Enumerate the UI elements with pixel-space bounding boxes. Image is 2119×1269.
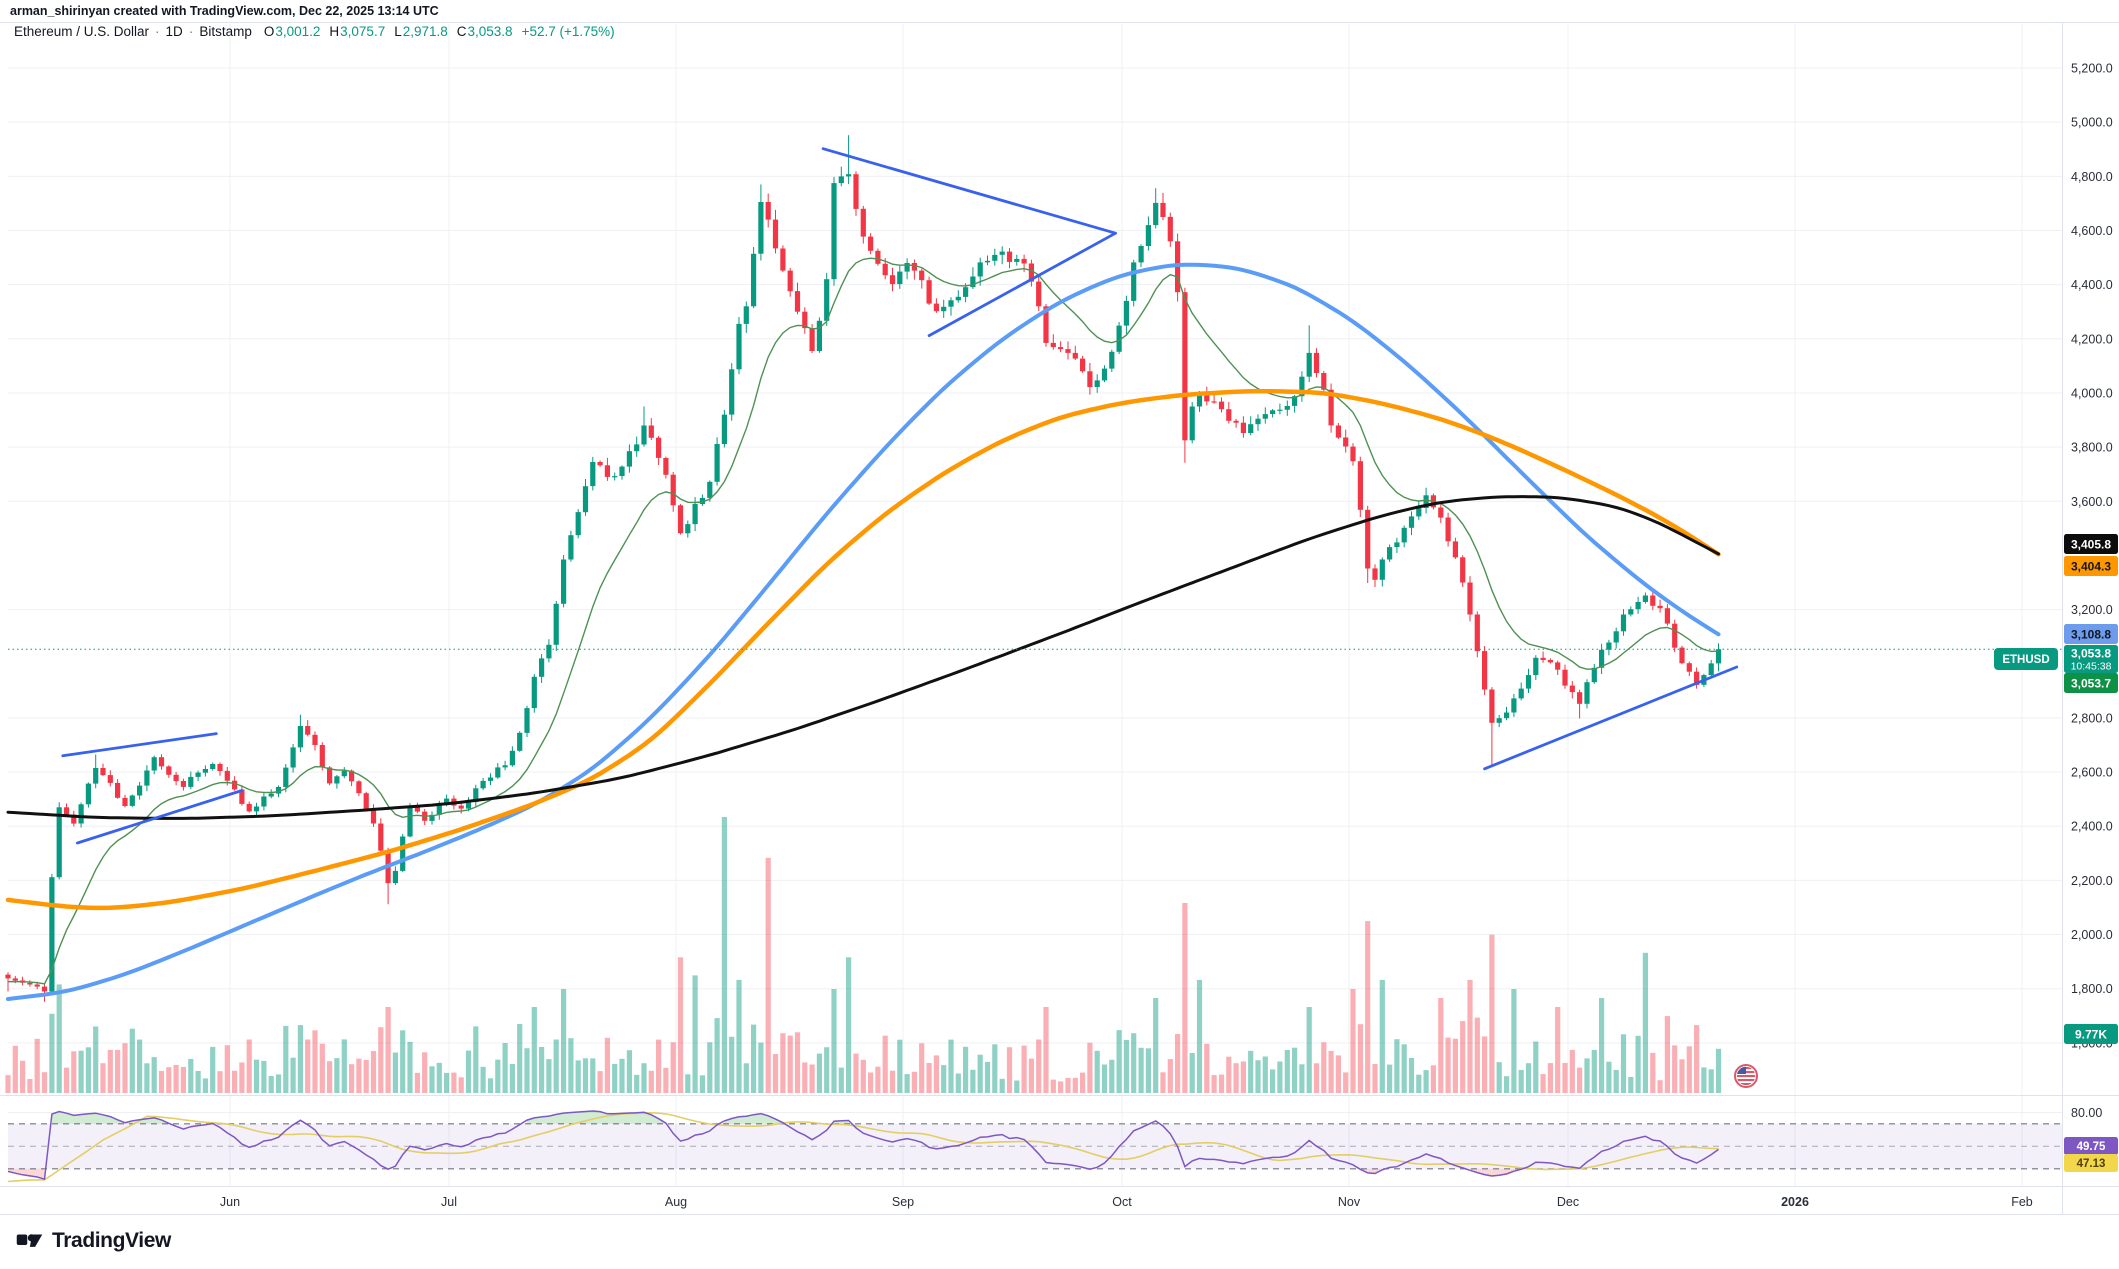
- candlestick-series: [5, 135, 1722, 1002]
- svg-text:3,108.8: 3,108.8: [2071, 627, 2111, 641]
- ohlc-open: O3,001.2: [263, 24, 321, 39]
- ma-blue-last: [2064, 624, 2118, 644]
- svg-text:4,200.0: 4,200.0: [2071, 332, 2113, 346]
- grid-lines: [8, 24, 2062, 1186]
- svg-text:3,404.3: 3,404.3: [2071, 559, 2111, 573]
- svg-text:Jul: Jul: [441, 1195, 457, 1209]
- svg-text:2,400.0: 2,400.0: [2071, 820, 2113, 834]
- svg-text:Feb: Feb: [2011, 1195, 2033, 1209]
- svg-text:4,000.0: 4,000.0: [2071, 386, 2113, 400]
- svg-text:3,053.7: 3,053.7: [2071, 676, 2111, 690]
- ohlc-close: C3,053.8: [456, 24, 513, 39]
- ma-blue-line: [6, 262, 1721, 1001]
- svg-text:1,800.0: 1,800.0: [2071, 982, 2113, 996]
- rsi-ma-badge: [2064, 1154, 2118, 1172]
- attribution-text: arman_shirinyan created with TradingView…: [10, 4, 439, 18]
- exchange-label[interactable]: Bitstamp: [199, 24, 252, 39]
- svg-text:4,400.0: 4,400.0: [2071, 278, 2113, 292]
- tradingview-logo[interactable]: TradingView: [16, 1227, 171, 1254]
- interval-label[interactable]: 1D: [165, 24, 183, 39]
- symbol-legend[interactable]: Ethereum / U.S. Dollar · 1D · Bitstamp O…: [14, 24, 615, 39]
- svg-text:3,405.8: 3,405.8: [2071, 537, 2111, 551]
- ma-orange-line: [5, 388, 1721, 911]
- svg-text:Dec: Dec: [1557, 1195, 1579, 1209]
- svg-text:9.77K: 9.77K: [2075, 1027, 2107, 1041]
- rsi-ma-line: [7, 1111, 1719, 1183]
- moving-averages: [5, 257, 1721, 1001]
- triangle-upper: [821, 147, 1117, 235]
- tradingview-mark-icon: [16, 1234, 43, 1247]
- volume-series: [5, 817, 1722, 1093]
- svg-text:2,200.0: 2,200.0: [2071, 874, 2113, 888]
- trendline-drawings: [8, 147, 2062, 845]
- may-rising-channel-upper: [61, 732, 218, 758]
- ohlc-high: H3,075.7: [329, 24, 386, 39]
- svg-text:Oct: Oct: [1112, 1195, 1132, 1209]
- svg-text:5,200.0: 5,200.0: [2071, 62, 2113, 76]
- dec-rising-support: [1483, 665, 1739, 771]
- svg-text:10:45:38: 10:45:38: [2071, 661, 2112, 673]
- rsi-line: [7, 1110, 1719, 1181]
- axis-labels[interactable]: 5,200.0 5,000.0 4,800.0 4,600.0 4,400.0 4,200…: [220, 62, 2113, 1210]
- rsi-badge: [2064, 1137, 2118, 1155]
- ma-black-line: [6, 495, 1720, 820]
- symbol-tag: [1994, 648, 2058, 670]
- svg-text:4,800.0: 4,800.0: [2071, 170, 2113, 184]
- svg-text:4,600.0: 4,600.0: [2071, 224, 2113, 238]
- svg-text:ETHUSD: ETHUSD: [2002, 654, 2049, 666]
- svg-text:47.13: 47.13: [2077, 1158, 2106, 1170]
- svg-text:2,800.0: 2,800.0: [2071, 711, 2113, 725]
- svg-text:3,053.8: 3,053.8: [2071, 647, 2111, 661]
- svg-text:3,600.0: 3,600.0: [2071, 495, 2113, 509]
- svg-text:3,200.0: 3,200.0: [2071, 603, 2113, 617]
- ohlc-low: L2,971.8: [394, 24, 448, 39]
- separator-dot: ·: [188, 24, 194, 39]
- separator-dot: ·: [155, 24, 160, 39]
- pane-separators: [0, 22, 2119, 1215]
- ma-orange-last: [2064, 556, 2118, 576]
- triangle-lower: [927, 231, 1117, 338]
- rsi-indicator: [7, 1110, 2062, 1183]
- axis-value-badges: 3,405.8 3,404.3 3,108.8 3,053.7 3,053.810:45…: [1994, 534, 2118, 1172]
- symbol-title[interactable]: Ethereum / U.S. Dollar: [14, 24, 150, 39]
- may-rising-channel-lower: [76, 789, 244, 845]
- brand-name: TradingView: [52, 1228, 171, 1252]
- svg-text:3,800.0: 3,800.0: [2071, 441, 2113, 455]
- svg-text:Jun: Jun: [220, 1195, 240, 1209]
- misc-icons: [1734, 1064, 1758, 1088]
- change-value: +52.7 (+1.75%): [521, 24, 615, 39]
- current-price-badge: [2064, 645, 2118, 673]
- svg-text:49.75: 49.75: [2077, 1141, 2106, 1153]
- ma-green-last: [2064, 673, 2118, 693]
- ma-green-line: [7, 257, 1719, 985]
- svg-text:Sep: Sep: [892, 1195, 914, 1209]
- svg-text:5,000.0: 5,000.0: [2071, 116, 2113, 130]
- svg-text:Nov: Nov: [1338, 1195, 1361, 1209]
- ma-black-last: [2064, 534, 2118, 554]
- us-flag-icon: [1734, 1064, 1758, 1088]
- svg-text:2026: 2026: [1781, 1195, 1809, 1209]
- svg-text:Aug: Aug: [665, 1195, 687, 1209]
- svg-text:2,600.0: 2,600.0: [2071, 766, 2113, 780]
- volume-badge: [2064, 1024, 2118, 1044]
- svg-text:2,000.0: 2,000.0: [2071, 928, 2113, 942]
- svg-text:80.00: 80.00: [2071, 1106, 2102, 1120]
